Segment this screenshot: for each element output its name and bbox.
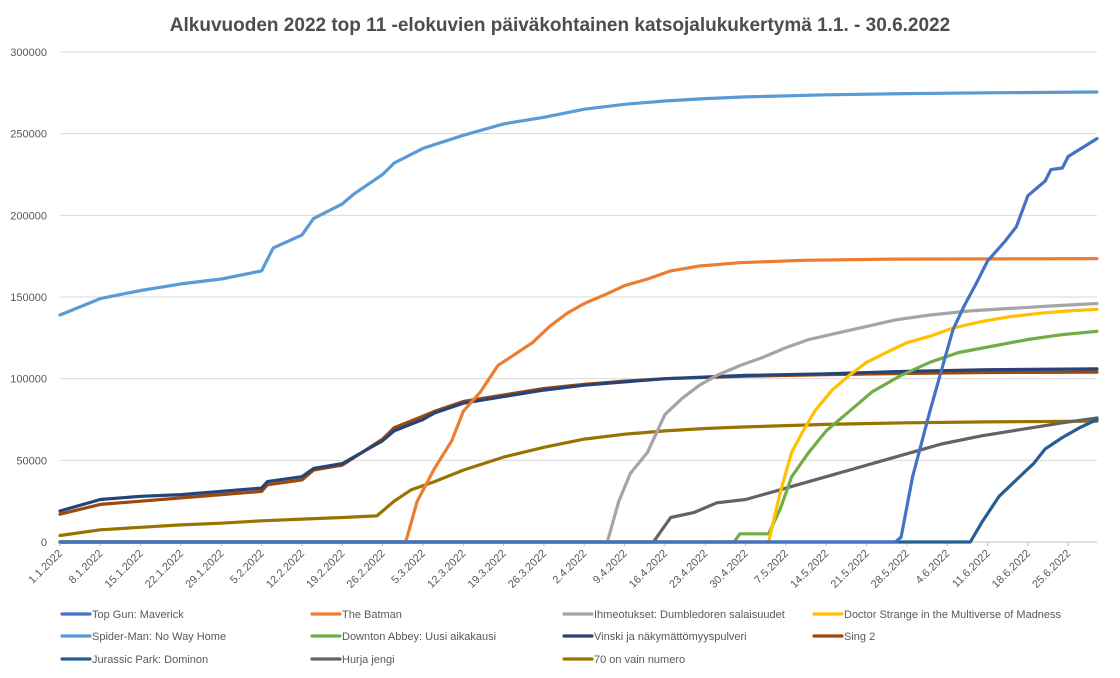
- y-tick-label: 300000: [10, 47, 47, 59]
- y-tick-label: 100000: [10, 374, 47, 386]
- series-line: [58, 301, 1099, 544]
- legend-label: Hurja jengi: [342, 654, 395, 666]
- chart-title: Alkuvuoden 2022 top 11 -elokuvien päiväk…: [170, 15, 950, 36]
- y-tick-label: 200000: [10, 210, 47, 222]
- y-axis-tick-labels: 0 50000 100000 150000 200000 250000 300000: [10, 47, 47, 549]
- legend: Top Gun: Maverick The Batman Ihmeotukset: …: [60, 609, 1062, 666]
- legend-label: Spider-Man: No Way Home: [92, 631, 226, 643]
- legend-label: The Batman: [342, 609, 402, 621]
- series-line: [58, 90, 1099, 317]
- legend-label: Jurassic Park: Dominon: [92, 654, 208, 666]
- series-line: [58, 416, 1099, 544]
- legend-label: Sing 2: [844, 631, 875, 643]
- y-tick-label: 150000: [10, 292, 47, 304]
- legend-label: 70 on vain numero: [594, 654, 685, 666]
- legend-label: Vinski ja näkymättömyyspulveri: [594, 631, 747, 643]
- legend-label: Ihmeotukset: Dumbledoren salaisuudet: [594, 609, 785, 621]
- legend-label: Doctor Strange in the Multiverse of Madn…: [844, 609, 1062, 621]
- legend-label: Downton Abbey: Uusi aikakausi: [342, 631, 496, 643]
- y-tick-label: 50000: [16, 455, 47, 467]
- series-line: [58, 257, 1099, 544]
- series-line: [58, 137, 1099, 544]
- series-line: [58, 419, 1099, 538]
- y-tick-label: 250000: [10, 129, 47, 141]
- series-lines: [58, 90, 1099, 544]
- series-line: [58, 307, 1099, 544]
- series-line: [58, 367, 1099, 513]
- series-line: [58, 417, 1099, 544]
- y-tick-label: 0: [41, 537, 47, 549]
- series-line: [58, 329, 1099, 544]
- legend-label: Top Gun: Maverick: [92, 609, 184, 621]
